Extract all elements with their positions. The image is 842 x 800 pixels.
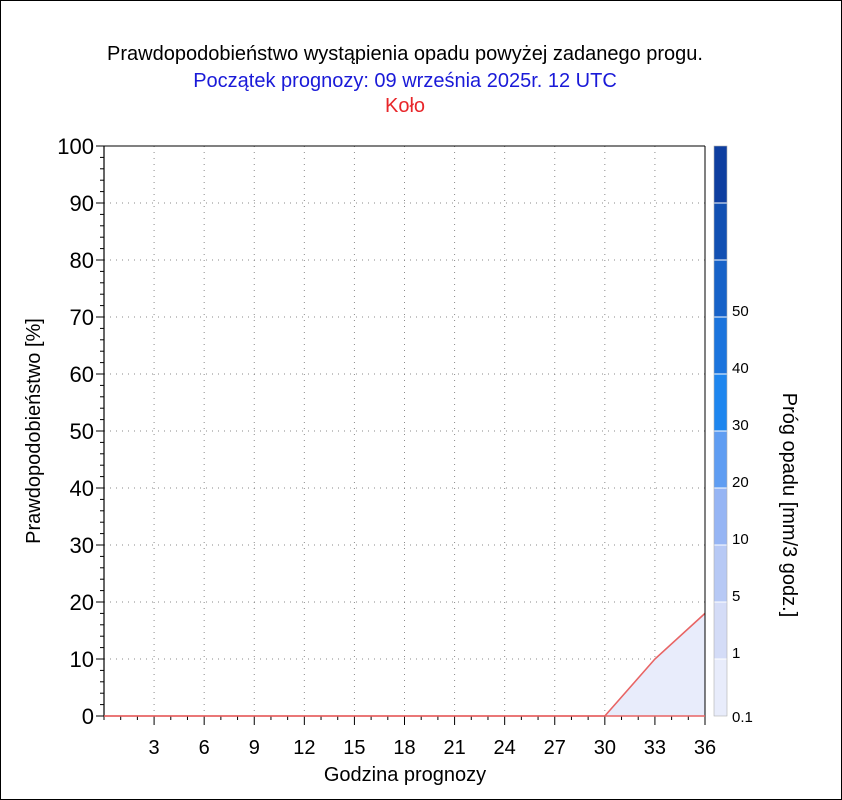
x-tick-label: 21 xyxy=(443,737,465,759)
y-tick-label: 20 xyxy=(70,590,94,615)
colorbar-tick-label: 40 xyxy=(732,360,749,377)
x-tick-label: 24 xyxy=(494,737,516,759)
colorbar-tick-label: 0.1 xyxy=(732,709,753,726)
colorbar-band xyxy=(714,602,727,659)
series-area xyxy=(104,613,705,716)
x-tick-label: 30 xyxy=(594,737,616,759)
y-tick-label: 80 xyxy=(70,248,94,273)
colorbar-band xyxy=(714,545,727,602)
grid xyxy=(104,146,705,716)
y-tick-label: 10 xyxy=(70,647,94,672)
colorbar-band xyxy=(714,374,727,431)
colorbar-label: Próg opadu [mm/3 godz.] xyxy=(778,393,800,618)
x-tick-label: 12 xyxy=(293,737,315,759)
x-axis-label: Godzina prognozy xyxy=(324,764,486,786)
series-areas xyxy=(103,612,706,717)
x-tick-label: 18 xyxy=(393,737,415,759)
x-tick-label: 27 xyxy=(544,737,566,759)
series-line xyxy=(104,612,706,717)
chart-subtitle: Początek prognozy: 09 września 2025r. 12… xyxy=(193,70,617,92)
colorbar-band xyxy=(714,488,727,545)
y-tick-label: 60 xyxy=(70,362,94,387)
colorbar-tick-label: 50 xyxy=(732,303,749,320)
x-tick-label: 36 xyxy=(694,737,716,759)
colorbar-tick-label: 10 xyxy=(732,531,749,548)
colorbar-tick-label: 30 xyxy=(732,417,749,434)
colorbar-band xyxy=(714,431,727,488)
y-tick-label: 50 xyxy=(70,419,94,444)
colorbar: 0.1 1 5 10 20 30 40 50 xyxy=(713,145,753,726)
colorbar-band xyxy=(714,146,727,203)
colorbar-tick-label: 1 xyxy=(732,645,740,662)
x-tick-label: 9 xyxy=(249,737,260,759)
colorbar-band xyxy=(714,659,727,716)
colorbar-band xyxy=(714,203,727,260)
x-tick-label: 6 xyxy=(199,737,210,759)
y-tick-label: 30 xyxy=(70,533,94,558)
colorbar-outline xyxy=(713,145,728,717)
x-tick-label: 15 xyxy=(343,737,365,759)
location-label: Koło xyxy=(385,95,425,117)
y-tick-label: 0 xyxy=(82,704,94,729)
y-tick-label: 90 xyxy=(70,191,94,216)
colorbar-tick-label: 5 xyxy=(732,588,740,605)
x-tick-label: 3 xyxy=(149,737,160,759)
y-axis-label: Prawdopodobieństwo [%] xyxy=(23,318,45,544)
y-tick-label: 70 xyxy=(70,305,94,330)
chart-title: Prawdopodobieństwo wystąpienia opadu pow… xyxy=(107,43,703,65)
y-tick-label: 100 xyxy=(57,134,94,159)
colorbar-tick-label: 20 xyxy=(732,474,749,491)
x-tick-label: 33 xyxy=(644,737,666,759)
y-tick-label: 40 xyxy=(70,476,94,501)
colorbar-band xyxy=(714,260,727,317)
colorbar-band xyxy=(714,317,727,374)
